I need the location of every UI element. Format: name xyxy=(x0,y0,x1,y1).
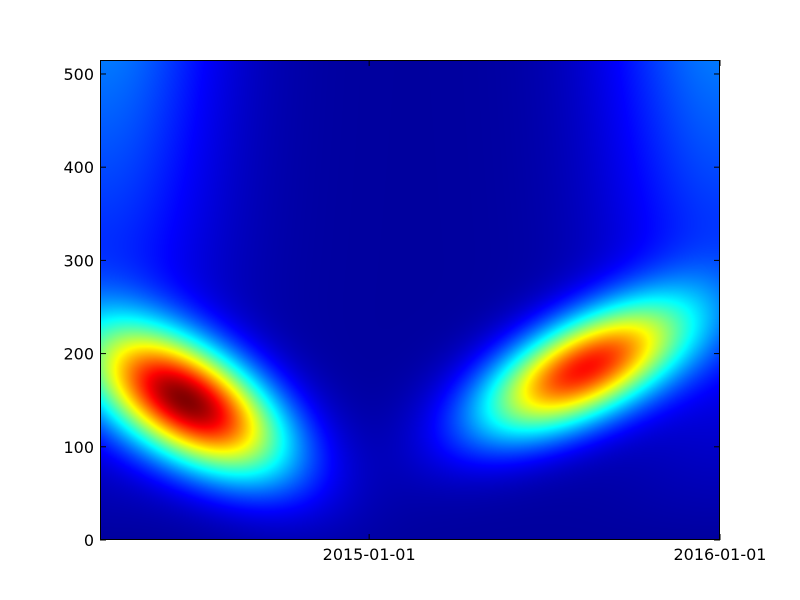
y-tick-label: 200 xyxy=(63,345,94,364)
x-tick-label: 2016-01-01 xyxy=(674,545,767,564)
heatmap xyxy=(101,61,719,539)
x-tick-label: 2015-01-01 xyxy=(323,545,416,564)
y-tick-label: 0 xyxy=(84,531,94,550)
plot-area xyxy=(100,60,720,540)
y-tick-label: 300 xyxy=(63,251,94,270)
y-tick-label: 500 xyxy=(63,65,94,84)
y-tick-label: 100 xyxy=(63,438,94,457)
y-tick-label: 400 xyxy=(63,158,94,177)
